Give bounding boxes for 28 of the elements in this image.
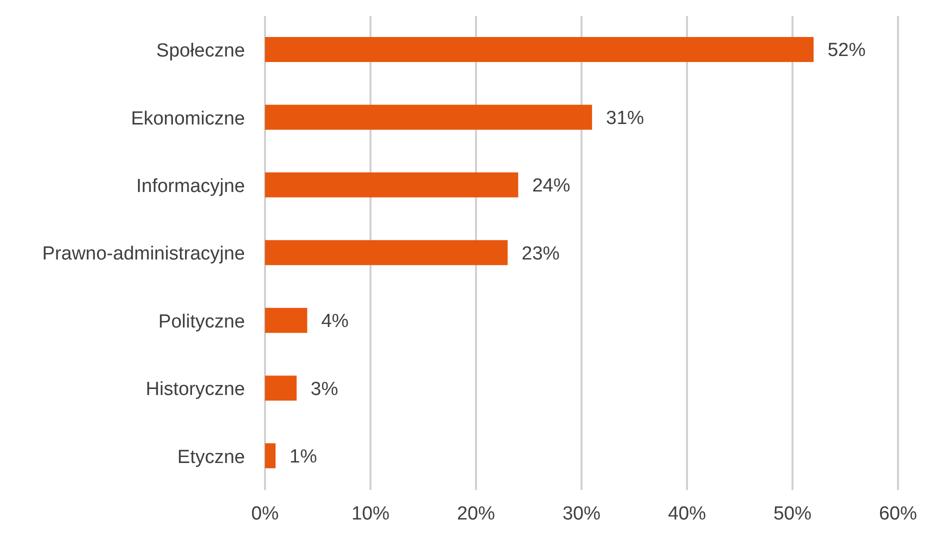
- y-tick-label: Historyczne: [146, 379, 245, 400]
- x-tick-label: 10%: [351, 503, 390, 524]
- bar: [265, 104, 592, 130]
- x-tick-label: 0%: [251, 503, 279, 524]
- x-tick-label: 30%: [562, 503, 601, 524]
- data-label: 23%: [522, 243, 560, 264]
- data-label: 1%: [290, 446, 318, 468]
- data-label: 4%: [321, 311, 349, 332]
- y-tick-label: Etyczne: [177, 446, 245, 468]
- y-tick-label: Ekonomiczne: [130, 108, 245, 130]
- x-tick-label: 60%: [878, 503, 918, 524]
- data-label: 52%: [828, 40, 866, 62]
- y-tick-label: Polityczne: [158, 311, 245, 332]
- x-tick-label: 50%: [773, 503, 812, 524]
- bar: [265, 308, 308, 333]
- bar: [265, 240, 508, 266]
- x-tick-label: 40%: [668, 503, 706, 524]
- x-tick-label: 20%: [456, 503, 496, 524]
- bar: [265, 172, 518, 198]
- y-tick-label: Informacyjne: [136, 176, 245, 198]
- y-tick-label: Prawno-administracyjne: [42, 244, 245, 265]
- data-label: 31%: [606, 108, 644, 129]
- data-label: 24%: [532, 176, 570, 197]
- bar: [265, 37, 814, 62]
- bar: [265, 443, 276, 468]
- y-tick-label: Społeczne: [156, 40, 245, 62]
- data-label: 3%: [310, 378, 338, 400]
- bar: [265, 376, 297, 401]
